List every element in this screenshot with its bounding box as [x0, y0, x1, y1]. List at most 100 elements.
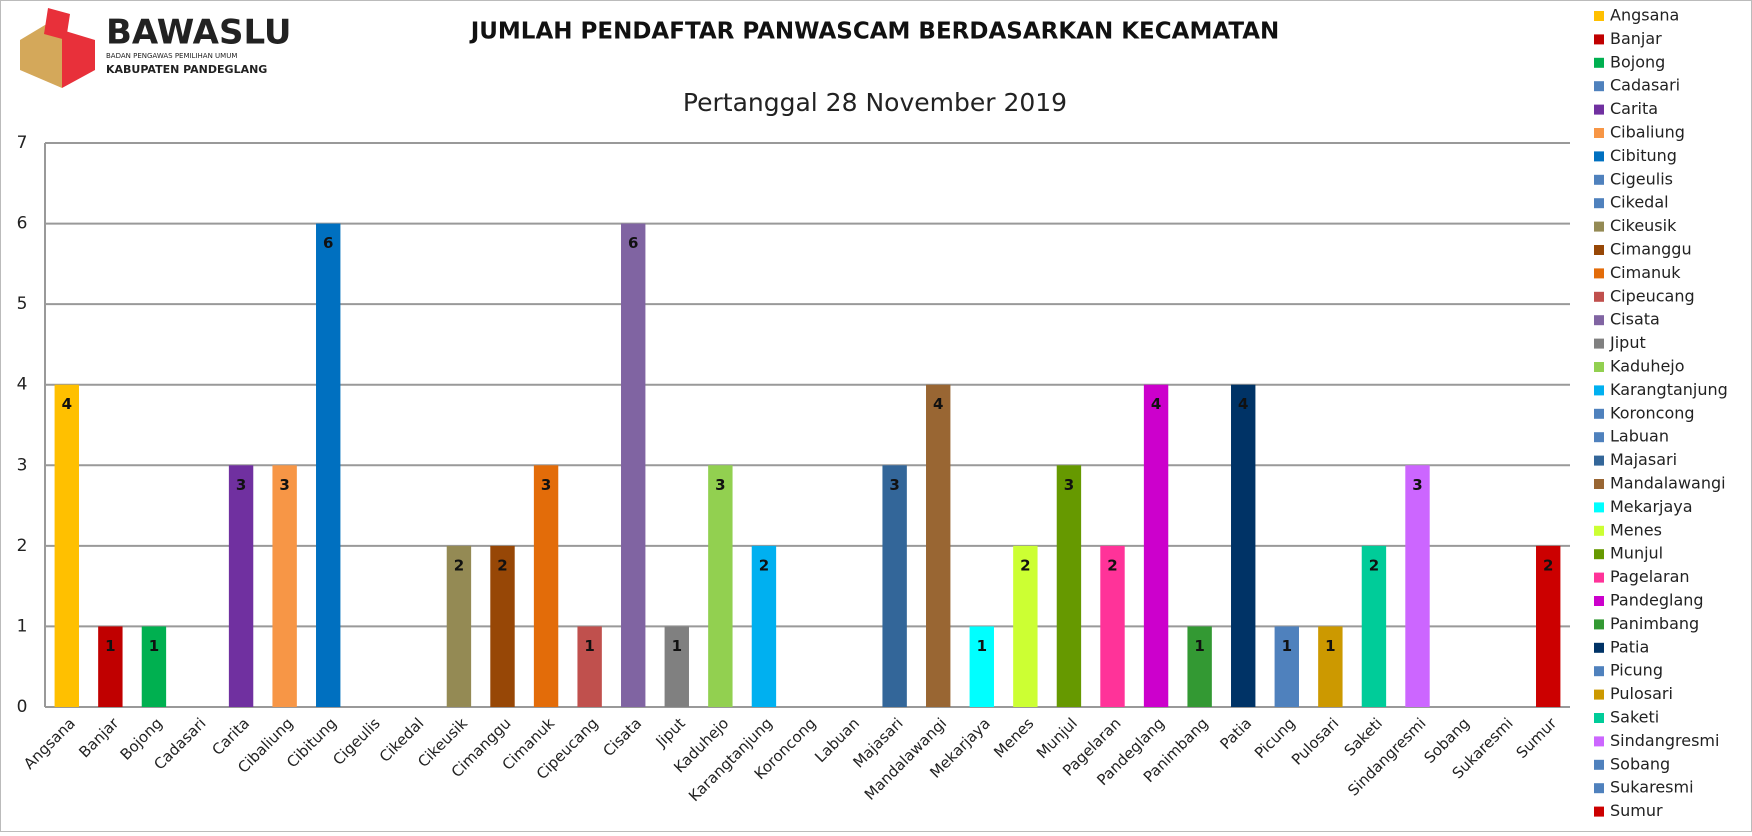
legend-swatch	[1594, 713, 1604, 723]
bar	[1187, 626, 1212, 707]
y-tick-label: 4	[17, 375, 28, 395]
data-label: 2	[454, 556, 464, 574]
legend-swatch	[1594, 619, 1604, 630]
legend-label: Saketi	[1610, 708, 1659, 727]
bar	[316, 223, 341, 708]
legend-swatch	[1594, 666, 1604, 677]
legend-label: Mekarjaya	[1610, 497, 1693, 516]
legend-swatch	[1594, 11, 1604, 21]
legend-swatch	[1594, 362, 1604, 372]
data-label: 4	[933, 395, 943, 413]
data-label: 6	[628, 234, 638, 252]
legend-label: Sobang	[1610, 754, 1670, 773]
legend-swatch	[1594, 736, 1604, 747]
bar	[969, 626, 994, 707]
bar	[882, 465, 907, 707]
legend-swatch	[1594, 151, 1604, 162]
bar	[228, 465, 254, 707]
data-label: 1	[1194, 637, 1204, 655]
legend-swatch	[1594, 245, 1604, 255]
data-label: 2	[1020, 556, 1030, 574]
legend-swatch	[1594, 455, 1604, 466]
legend-swatch	[1594, 759, 1604, 770]
legend-swatch	[1594, 432, 1604, 443]
legend-swatch	[1594, 806, 1604, 817]
data-label: 1	[672, 637, 682, 655]
data-label: 2	[1543, 556, 1553, 574]
y-tick-label: 5	[17, 294, 28, 314]
legend-label: Labuan	[1610, 427, 1669, 446]
legend-swatch	[1594, 104, 1604, 115]
legend-label: Sindangresmi	[1610, 731, 1719, 750]
legend-label: Sukaresmi	[1610, 778, 1694, 797]
data-label: 3	[1064, 476, 1074, 494]
data-label: 4	[1151, 395, 1161, 413]
chart-title: JUMLAH PENDAFTAR PANWASCAM BERDASARKAN K…	[469, 19, 1280, 45]
legend-label: Carita	[1610, 99, 1658, 118]
legend-label: Pulosari	[1610, 684, 1673, 703]
legend-swatch	[1594, 572, 1604, 583]
data-label: 3	[236, 476, 246, 494]
bar	[1361, 545, 1387, 707]
chart-subtitle: Pertanggal 28 November 2019	[683, 88, 1067, 117]
legend-label: Panimbang	[1610, 614, 1699, 633]
logo-region: KABUPATEN PANDEGLANG	[106, 63, 267, 76]
legend-swatch	[1594, 34, 1604, 45]
y-tick-label: 7	[17, 133, 28, 153]
legend-label: Pagelaran	[1610, 567, 1690, 586]
data-label: 2	[759, 556, 769, 574]
legend-label: Bojong	[1610, 52, 1665, 71]
legend-swatch	[1594, 57, 1604, 68]
data-label: 3	[715, 476, 725, 494]
bar	[490, 545, 515, 707]
bar	[1536, 545, 1561, 707]
bar	[926, 384, 951, 707]
bar	[533, 465, 559, 707]
logo: BAWASLU BADAN PENGAWAS PEMILIHAN UMUM KA…	[20, 8, 292, 88]
legend-swatch	[1594, 642, 1604, 653]
legend-label: Banjar	[1610, 29, 1662, 48]
bar	[1056, 465, 1082, 707]
logo-shape-top	[44, 8, 70, 40]
legend-swatch	[1594, 128, 1604, 138]
legend-label: Majasari	[1610, 450, 1677, 469]
bar	[272, 465, 297, 707]
legend-swatch	[1594, 783, 1604, 794]
legend-swatch	[1594, 315, 1604, 326]
legend-swatch	[1594, 549, 1604, 560]
legend-swatch	[1594, 689, 1604, 700]
data-label: 4	[62, 395, 72, 413]
bar	[446, 545, 472, 707]
legend-swatch	[1594, 502, 1604, 513]
legend-swatch	[1594, 268, 1604, 279]
bar	[98, 626, 123, 707]
data-label: 3	[1412, 476, 1422, 494]
legend-label: Cibitung	[1610, 146, 1677, 165]
bar	[751, 545, 777, 707]
y-tick-label: 1	[17, 616, 28, 636]
bar	[1405, 465, 1430, 707]
legend-label: Patia	[1610, 637, 1649, 656]
legend-swatch	[1594, 291, 1604, 302]
legend-label: Cadasari	[1610, 76, 1680, 95]
legend-label: Picung	[1610, 661, 1663, 680]
bar	[1100, 545, 1125, 707]
legend-swatch	[1594, 525, 1604, 536]
legend-label: Cigeulis	[1610, 169, 1673, 188]
data-label: 6	[323, 234, 333, 252]
legend-label: Menes	[1610, 520, 1662, 539]
data-label: 4	[1238, 395, 1248, 413]
bar	[621, 223, 646, 708]
data-label: 3	[889, 476, 899, 494]
legend-swatch	[1594, 338, 1604, 349]
legend-label: Pandeglang	[1610, 591, 1704, 610]
legend-label: Cipeucang	[1610, 286, 1695, 305]
legend-label: Cikedal	[1610, 193, 1669, 212]
legend-label: Angsana	[1610, 6, 1679, 25]
legend-swatch	[1594, 479, 1604, 489]
legend-label: Cimanggu	[1610, 240, 1692, 259]
logo-shape-right	[62, 30, 95, 88]
logo-name: BAWASLU	[106, 13, 292, 53]
y-tick-label: 0	[17, 697, 28, 717]
